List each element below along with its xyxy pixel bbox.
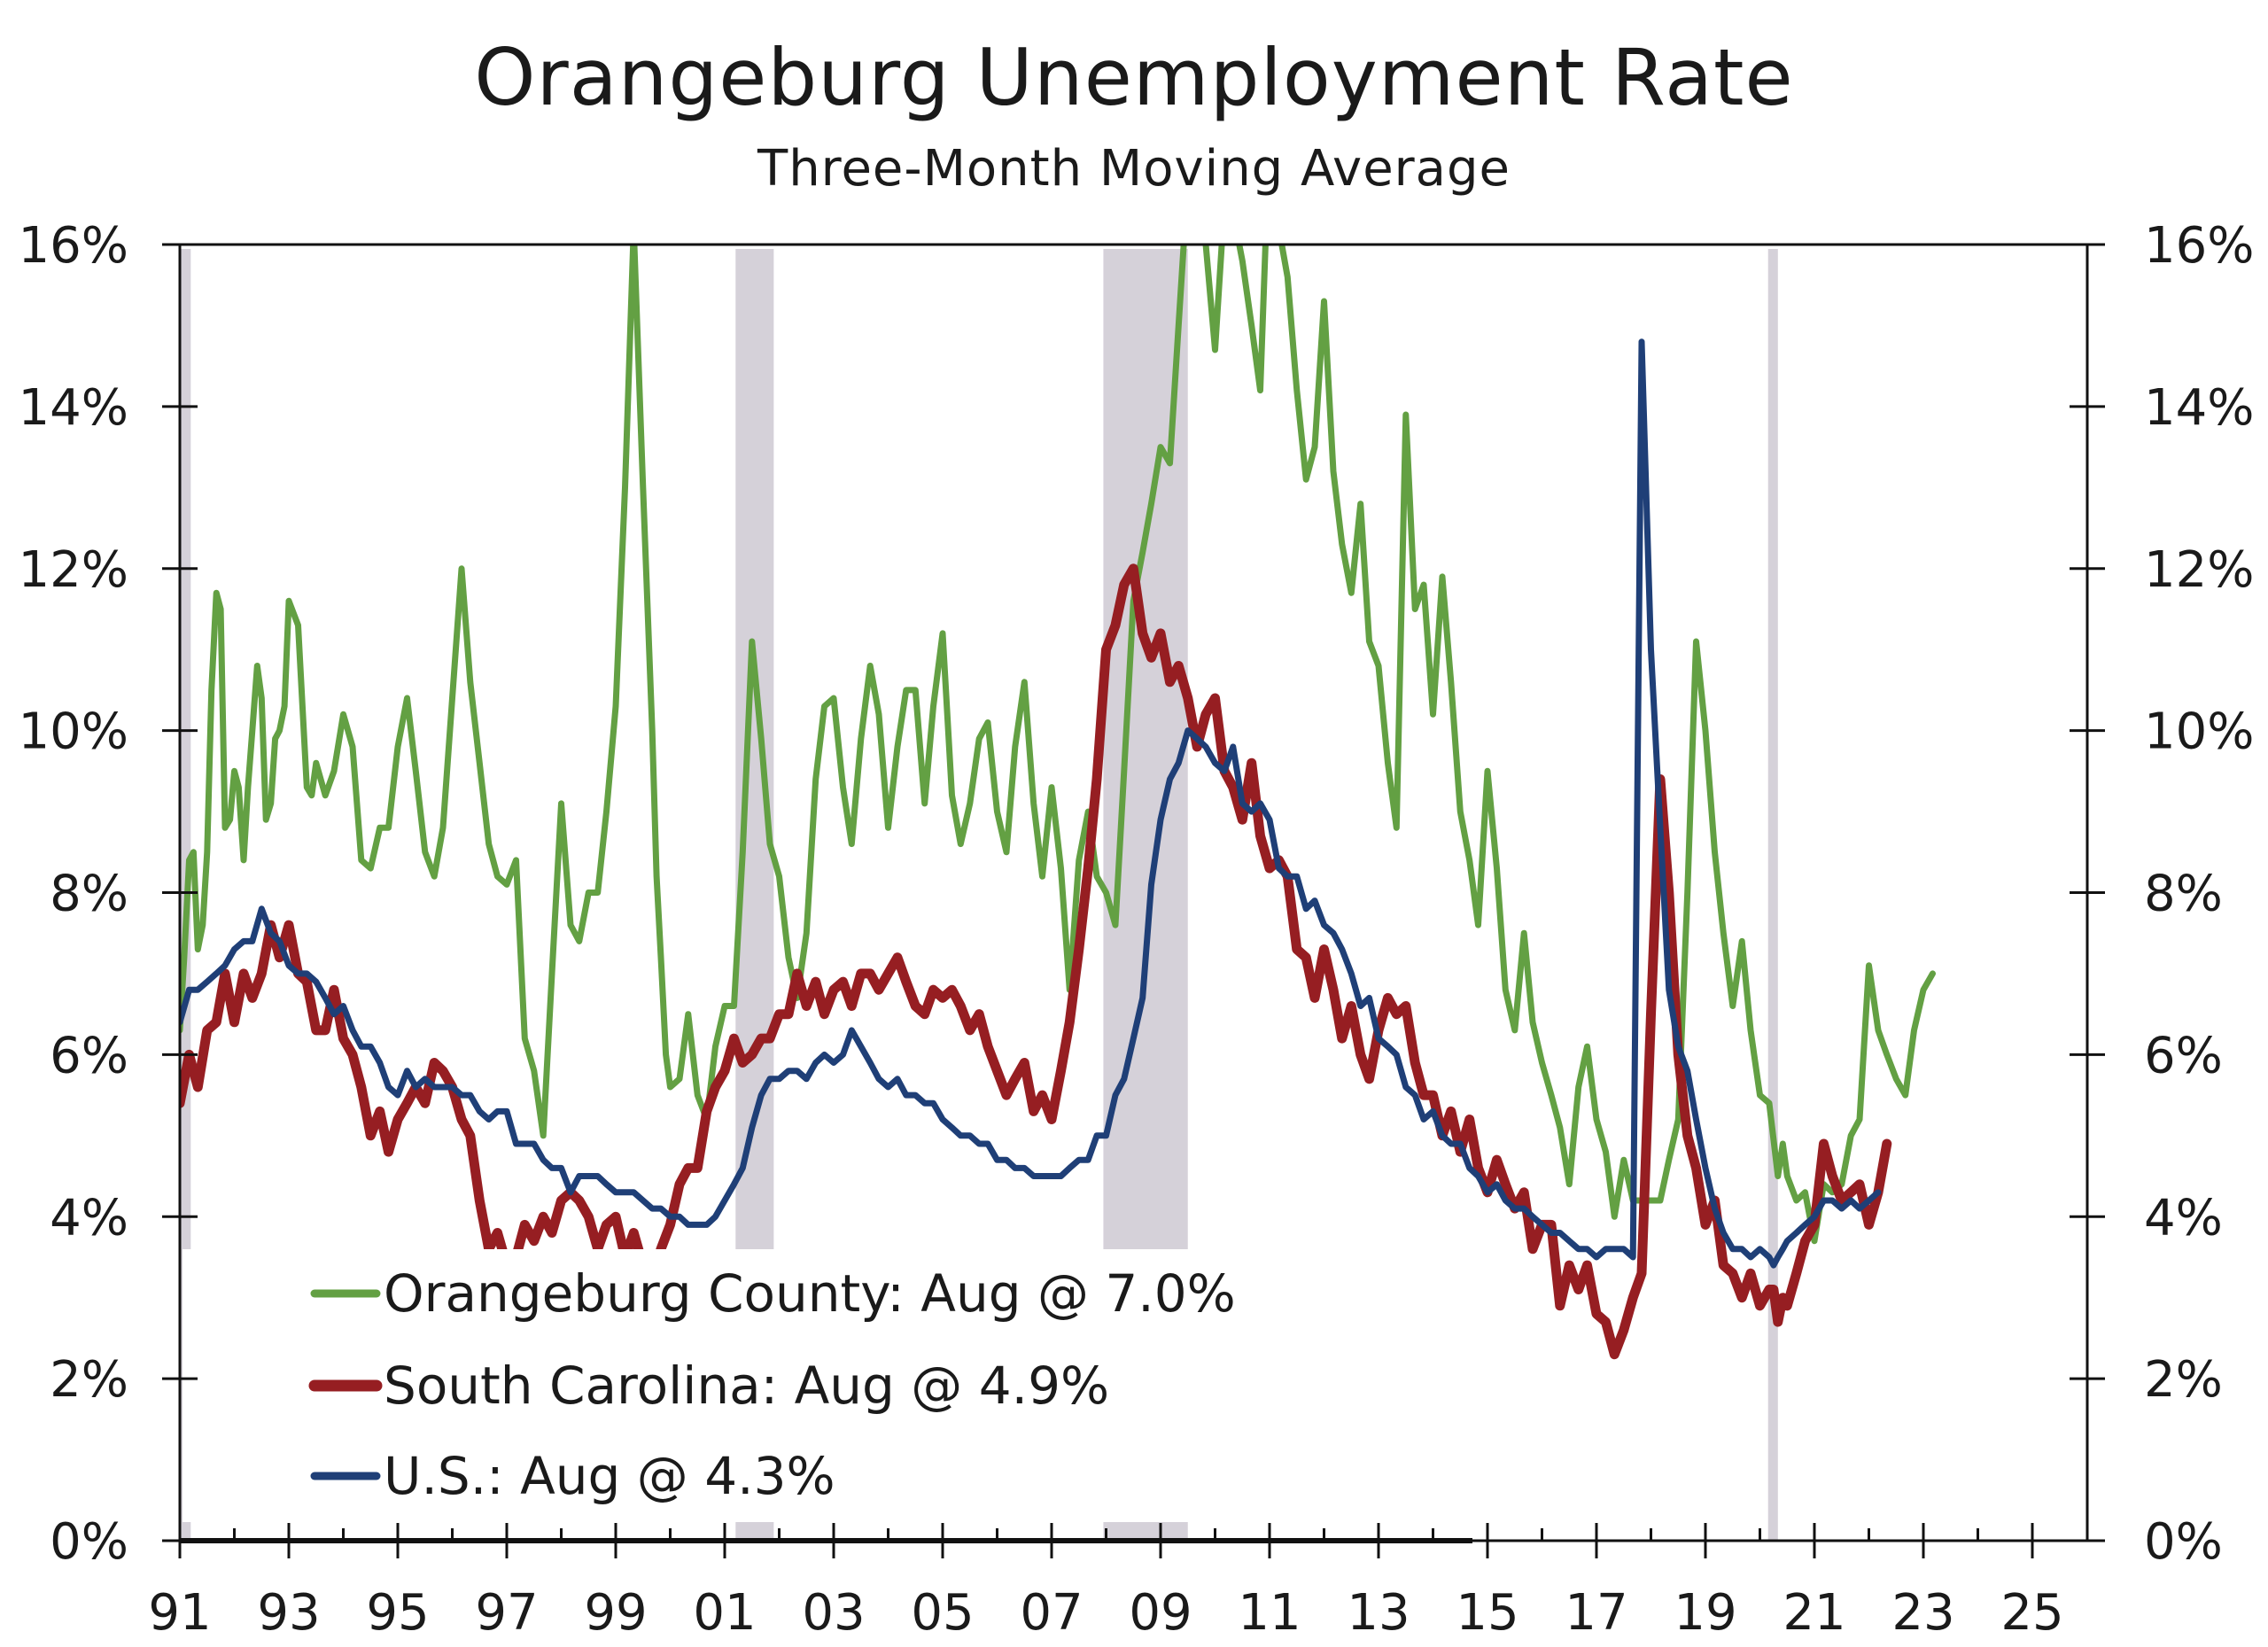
y-tick-label-left: 12% [19,541,128,599]
axes: 0% 0% 2% 2% 4% 4% 6% 6% 8% 8% 10% 10% 12% 12% 14% 14% 16… [19,217,2255,1642]
x-tick-label: 19 [1674,1584,1736,1642]
x-tick-label: 15 [1456,1584,1518,1642]
series-line-orangeburg-county [180,245,1936,1245]
chart-title: Orangeburg Unemployment Rate [474,32,1794,123]
y-tick-label-right: 16% [2144,217,2254,275]
y-tick-label-left: 2% [50,1351,128,1409]
y-tick-label-right: 4% [2144,1189,2223,1247]
chart-subtitle: Three-Month Moving Average [757,140,1511,198]
x-tick-label: 17 [1565,1584,1627,1642]
y-tick-label-left: 14% [19,379,128,437]
y-tick-label-left: 4% [50,1189,128,1247]
y-tick-label-right: 6% [2144,1027,2223,1084]
series-line-u-s [180,338,1882,1269]
y-tick-label-right: 14% [2144,379,2254,437]
x-tick-label: 07 [1020,1584,1083,1642]
recession-bar [1767,249,1778,1541]
y-tick-label-left: 16% [19,217,128,275]
x-tick-label: 13 [1347,1584,1410,1642]
series-line-south-carolina [180,563,1892,1360]
x-tick-label: 01 [693,1584,756,1642]
x-tick-label: 23 [1891,1584,1954,1642]
x-tick-label: 99 [584,1584,647,1642]
series-lines [180,245,1936,1360]
x-tick-label: 97 [475,1584,538,1642]
legend: Orangeburg County: Aug @ 7.0% South Carol… [308,1263,1236,1506]
y-tick-label-left: 6% [50,1027,128,1084]
legend-label: South Carolina: Aug @ 4.9% [384,1356,1109,1416]
y-tick-label-right: 8% [2144,866,2223,923]
y-tick-label-left: 10% [19,703,128,761]
y-tick-label-left: 0% [50,1513,128,1571]
y-tick-label-right: 0% [2144,1513,2223,1571]
x-tick-label: 93 [257,1584,320,1642]
y-tick-label-right: 12% [2144,541,2254,599]
legend-box [183,1249,1472,1522]
y-tick-label-left: 8% [50,866,128,923]
y-tick-label-right: 2% [2144,1351,2223,1409]
x-tick-label: 25 [2000,1584,2063,1642]
x-tick-label: 05 [911,1584,974,1642]
legend-label: Orangeburg County: Aug @ 7.0% [384,1263,1236,1324]
legend-label: U.S.: Aug @ 4.3% [384,1446,835,1506]
x-tick-label: 91 [148,1584,211,1642]
x-tick-label: 03 [802,1584,865,1642]
x-tick-label: 11 [1238,1584,1301,1642]
x-tick-label: 21 [1783,1584,1845,1642]
x-tick-label: 95 [366,1584,429,1642]
y-tick-label-right: 10% [2144,703,2254,761]
x-tick-label: 09 [1129,1584,1192,1642]
